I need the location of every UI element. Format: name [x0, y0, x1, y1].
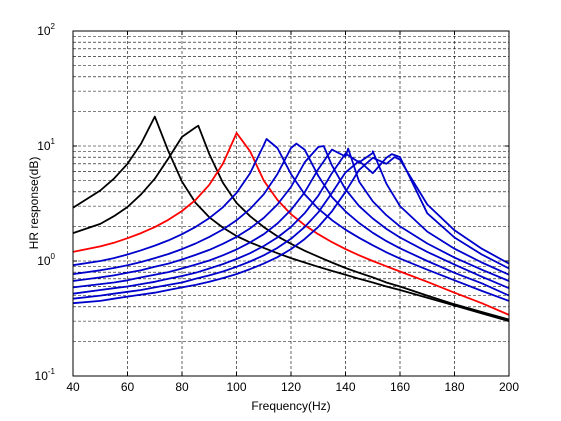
x-tick-label: 40 — [66, 380, 80, 394]
series-line-5 — [72, 142, 510, 297]
series-line-1 — [72, 115, 510, 322]
series-line-6 — [72, 145, 510, 290]
y-tick-label: 102 — [37, 22, 55, 38]
axis-ticks: 40 60 80 100 120 140 160 180 200 10-1 100 101 102 — [35, 22, 520, 394]
x-tick-label: 80 — [175, 380, 189, 394]
series-line-8 — [72, 150, 510, 295]
series-group — [72, 115, 510, 322]
y-tick-label: 100 — [37, 252, 55, 268]
series-line-3 — [72, 132, 510, 316]
series-line-4 — [72, 138, 510, 302]
y-axis-label: HR response(dB) — [27, 157, 41, 250]
x-tick-label: 140 — [335, 380, 355, 394]
x-tick-label: 120 — [281, 380, 301, 394]
y-tick-label: 10-1 — [35, 367, 56, 383]
x-tick-label: 100 — [226, 380, 246, 394]
series-line-10 — [72, 156, 510, 305]
x-tick-label: 60 — [121, 380, 135, 394]
series-line-2 — [72, 124, 510, 321]
x-tick-label: 180 — [444, 380, 464, 394]
x-tick-label: 160 — [390, 380, 410, 394]
series-line-9 — [72, 153, 510, 300]
x-tick-label: 200 — [499, 380, 519, 394]
x-axis-label: Frequency(Hz) — [251, 399, 330, 413]
y-tick-label: 101 — [37, 137, 55, 153]
series-line-7 — [72, 147, 510, 289]
